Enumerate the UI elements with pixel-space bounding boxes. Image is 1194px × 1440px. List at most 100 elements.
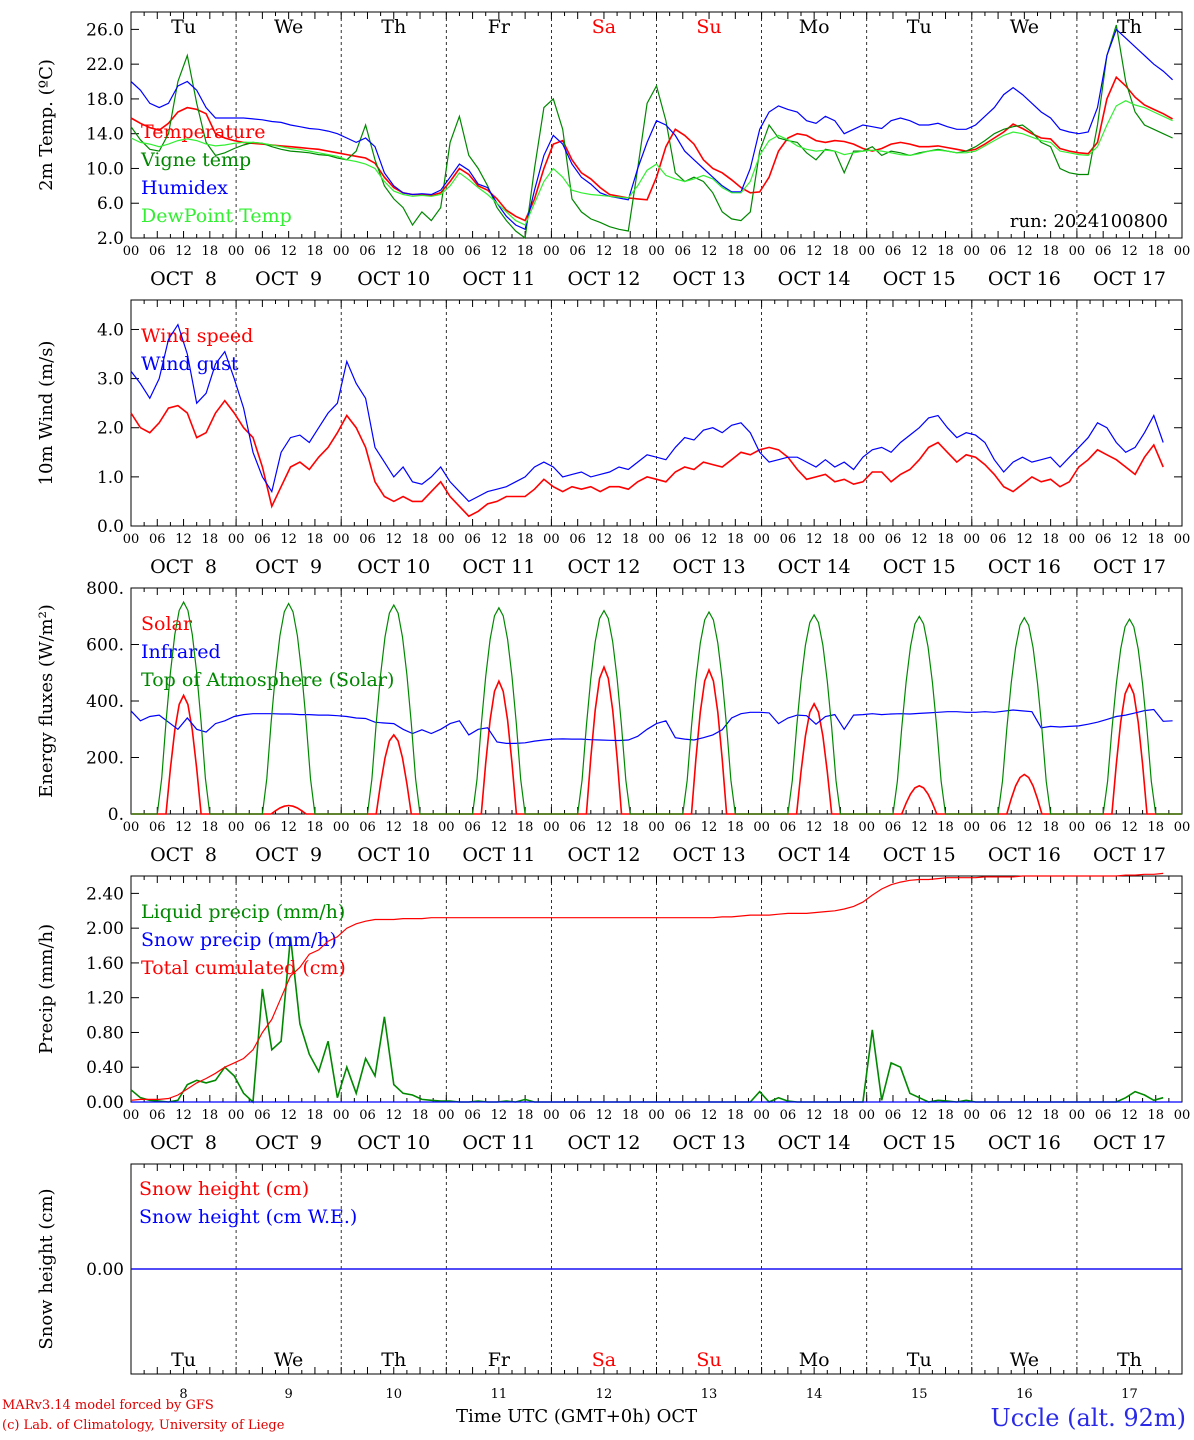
y-axis-label: 10m Wind (m/s): [36, 341, 57, 486]
x-date-label: OCT 15: [883, 556, 956, 578]
x-hour-label: 18: [622, 1108, 639, 1123]
x-hour-label: 12: [280, 1108, 297, 1123]
x-hour-label: 18: [727, 532, 744, 547]
x-hour-label: 00: [648, 244, 665, 259]
day-number-label: 8: [179, 1387, 187, 1400]
x-hour-label: 00: [228, 1108, 245, 1123]
x-hour-label: 18: [307, 532, 324, 547]
x-hour-label: 06: [1095, 820, 1112, 835]
x-hour-label: 00: [1174, 244, 1191, 259]
x-hour-label: 18: [1042, 532, 1059, 547]
x-hour-label: 06: [885, 532, 902, 547]
x-hour-label: 18: [202, 244, 219, 259]
x-hour-label: 00: [438, 244, 455, 259]
x-date-label: OCT 11: [462, 844, 535, 866]
x-hour-label: 00: [438, 1108, 455, 1123]
x-hour-label: 06: [254, 1108, 271, 1123]
y-tick-label: 3.0: [97, 370, 124, 390]
legend-entry: Snow height (cm W.E.): [139, 1206, 357, 1228]
series-line: [131, 600, 1182, 815]
x-hour-label: 06: [464, 532, 481, 547]
x-hour-label: 12: [1121, 532, 1138, 547]
x-date-label: OCT 13: [673, 268, 746, 290]
x-hour-label: 12: [1016, 244, 1033, 259]
day-number-label: 13: [701, 1387, 718, 1400]
x-hour-label: 18: [727, 1108, 744, 1123]
day-number-label: 17: [1121, 1387, 1138, 1400]
x-hour-label: 18: [202, 1108, 219, 1123]
x-hour-label: 06: [569, 1108, 586, 1123]
day-name-label: Th: [1117, 16, 1142, 38]
x-hour-label: 06: [569, 244, 586, 259]
x-hour-label: 12: [701, 820, 718, 835]
y-tick-label: 600.: [86, 636, 124, 656]
x-hour-label: 06: [359, 1108, 376, 1123]
day-name-label: Mo: [799, 1349, 830, 1371]
y-tick-label: 0.00: [86, 1093, 124, 1113]
x-hour-label: 06: [885, 244, 902, 259]
x-hour-label: 12: [385, 244, 402, 259]
x-hour-label: 00: [753, 820, 770, 835]
y-axis-label: Precip (mm/h): [36, 924, 57, 1054]
legend-entry: Solar: [141, 613, 193, 635]
x-hour-label: 18: [937, 820, 954, 835]
x-hour-label: 18: [517, 532, 534, 547]
day-name-label: Tu: [907, 1349, 932, 1371]
day-name-label: Fr: [488, 16, 511, 38]
x-hour-label: 18: [727, 244, 744, 259]
x-hour-label: 18: [622, 820, 639, 835]
y-tick-label: 1.0: [97, 468, 124, 488]
x-hour-label: 06: [464, 820, 481, 835]
x-hour-label: 12: [911, 1108, 928, 1123]
x-hour-label: 12: [596, 532, 613, 547]
x-hour-label: 00: [1174, 1108, 1191, 1123]
x-hour-label: 00: [333, 244, 350, 259]
day-number-label: 14: [806, 1387, 823, 1400]
x-hour-label: 12: [385, 1108, 402, 1123]
x-hour-label: 00: [228, 820, 245, 835]
x-hour-label: 00: [123, 532, 140, 547]
x-hour-label: 18: [832, 1108, 849, 1123]
x-date-label: OCT 17: [1093, 556, 1166, 578]
x-hour-label: 12: [701, 532, 718, 547]
x-hour-label: 06: [780, 820, 797, 835]
x-hour-label: 06: [990, 244, 1007, 259]
y-tick-label: 2.00: [86, 919, 124, 939]
legend-entry: Snow height (cm): [139, 1178, 309, 1200]
x-hour-label: 00: [1069, 532, 1086, 547]
x-hour-label: 18: [517, 1108, 534, 1123]
legend-entry: Snow precip (mm/h): [141, 929, 337, 951]
y-tick-label: 2.40: [86, 884, 124, 904]
x-hour-label: 06: [1095, 1108, 1112, 1123]
y-tick-label: 4.0: [97, 320, 124, 340]
x-hour-label: 12: [175, 244, 192, 259]
x-hour-label: 06: [569, 532, 586, 547]
day-number-label: 12: [596, 1387, 613, 1400]
day-number-label: 15: [911, 1387, 928, 1400]
x-hour-label: 12: [806, 244, 823, 259]
day-name-label: We: [1010, 1349, 1039, 1371]
legend-entry: Top of Atmosphere (Solar): [141, 669, 394, 691]
x-hour-label: 00: [753, 532, 770, 547]
x-hour-label: 06: [359, 244, 376, 259]
y-tick-label: 6.0: [97, 194, 124, 214]
y-tick-label: 26.0: [86, 20, 124, 40]
x-hour-label: 12: [1016, 1108, 1033, 1123]
x-hour-label: 18: [412, 820, 429, 835]
x-hour-label: 00: [333, 1108, 350, 1123]
day-name-label: Th: [381, 1349, 406, 1371]
x-date-label: OCT 8: [150, 268, 217, 290]
x-date-label: OCT 8: [150, 556, 217, 578]
x-hour-label: 18: [622, 532, 639, 547]
x-date-label: OCT 17: [1093, 844, 1166, 866]
x-hour-label: 18: [1042, 1108, 1059, 1123]
y-tick-label: 400.: [86, 692, 124, 712]
x-hour-label: 18: [1147, 532, 1164, 547]
model-credit: MARv3.14 model forced by GFS: [2, 1398, 214, 1413]
legend-entry: Infrared: [141, 641, 221, 663]
x-date-label: OCT 9: [255, 1132, 322, 1154]
x-hour-label: 18: [832, 532, 849, 547]
y-tick-label: 14.0: [86, 125, 124, 145]
x-hour-label: 12: [1121, 1108, 1138, 1123]
x-hour-label: 12: [806, 1108, 823, 1123]
